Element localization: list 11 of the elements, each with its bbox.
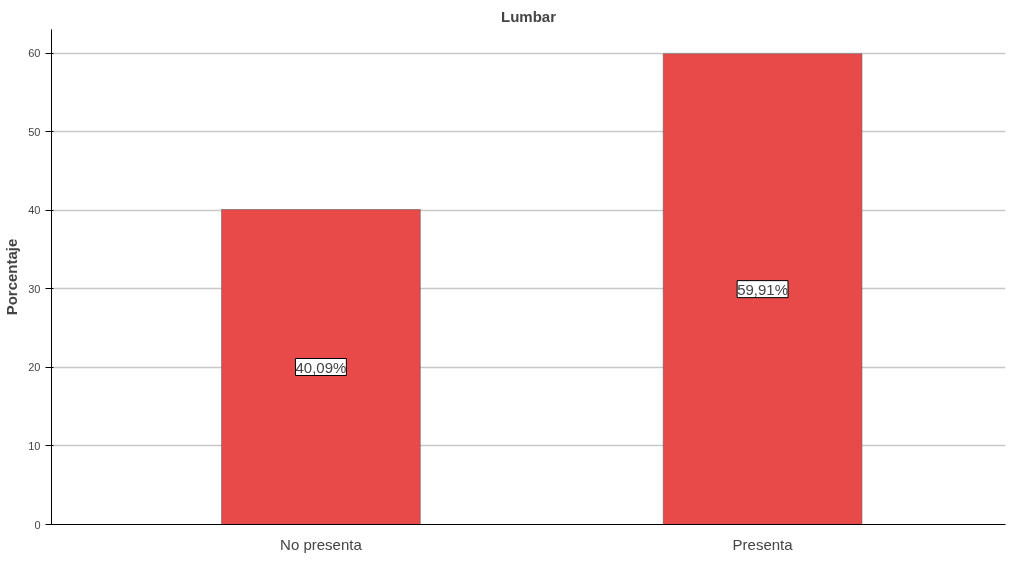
y-tick-label: 30	[28, 282, 41, 295]
x-tick-label: Presenta	[732, 535, 794, 553]
x-tick-label: No presenta	[280, 535, 363, 553]
y-tick-label: 0	[34, 518, 41, 531]
chart-title: Lumbar	[501, 7, 557, 25]
y-tick-label: 60	[28, 47, 41, 60]
y-tick-label: 50	[28, 125, 41, 138]
y-axis-title: Porcentaje	[3, 238, 21, 316]
y-tick-label: 10	[28, 439, 41, 452]
y-tick-label: 20	[28, 361, 41, 374]
y-tick-label: 40	[28, 204, 41, 217]
